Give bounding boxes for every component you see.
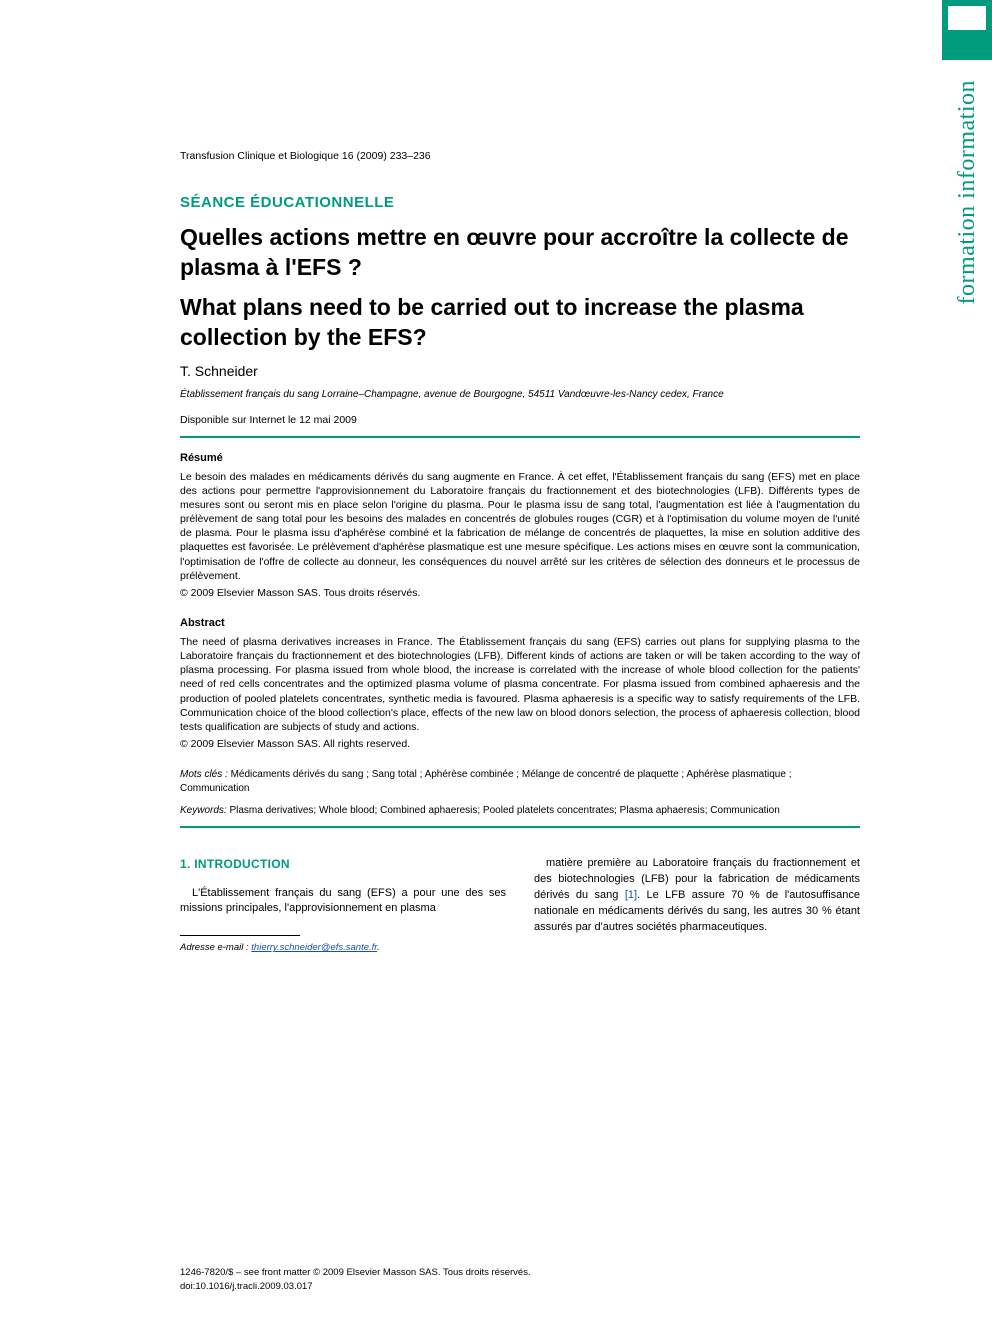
keywords-line: Keywords: Plasma derivatives; Whole bloo… <box>180 804 860 818</box>
article-content: Transfusion Clinique et Biologique 16 (2… <box>180 150 860 955</box>
footnote-rule <box>180 935 300 936</box>
mots-cles-line: Mots clés : Médicaments dérivés du sang … <box>180 768 860 796</box>
journal-reference: Transfusion Clinique et Biologique 16 (2… <box>180 150 860 162</box>
resume-heading: Résumé <box>180 452 860 464</box>
intro-paragraph-left: L'Établissement français du sang (EFS) a… <box>180 886 506 918</box>
body-columns: 1. INTRODUCTION L'Établissement français… <box>180 856 860 955</box>
keywords-text: Plasma derivatives; Whole blood; Combine… <box>229 805 779 816</box>
side-tab-ornament <box>942 0 992 60</box>
footer-copyright: 1246-7820/$ – see front matter © 2009 El… <box>180 1266 860 1279</box>
title-french: Quelles actions mettre en œuvre pour acc… <box>180 223 860 283</box>
mots-cles-text: Médicaments dérivés du sang ; Sang total… <box>180 769 792 794</box>
abstract-body: The need of plasma derivatives increases… <box>180 635 860 734</box>
resume-copyright: © 2009 Elsevier Masson SAS. Tous droits … <box>180 587 860 599</box>
divider-bottom <box>180 826 860 828</box>
author-name: T. Schneider <box>180 363 860 379</box>
footer-doi: doi:10.1016/j.tracli.2009.03.017 <box>180 1280 860 1293</box>
keywords-label: Keywords: <box>180 805 227 816</box>
email-line: Adresse e-mail : thierry.schneider@efs.s… <box>180 941 506 955</box>
abstract-copyright: © 2009 Elsevier Masson SAS. All rights r… <box>180 738 860 750</box>
divider-top <box>180 436 860 438</box>
section-label: SÉANCE ÉDUCATIONNELLE <box>180 194 860 211</box>
page-footer: 1246-7820/$ – see front matter © 2009 El… <box>180 1266 860 1293</box>
citation-ref-1[interactable]: [1] <box>625 889 637 901</box>
column-left: 1. INTRODUCTION L'Établissement français… <box>180 856 506 955</box>
mots-cles-label: Mots clés : <box>180 769 228 780</box>
side-tab: formation information <box>942 0 992 440</box>
abstract-heading: Abstract <box>180 617 860 629</box>
online-date: Disponible sur Internet le 12 mai 2009 <box>180 414 860 426</box>
title-english: What plans need to be carried out to inc… <box>180 293 860 353</box>
resume-body: Le besoin des malades en médicaments dér… <box>180 470 860 583</box>
email-label: Adresse e-mail : <box>180 942 249 953</box>
email-link[interactable]: thierry.schneider@efs.sante.fr <box>251 942 377 953</box>
affiliation: Établissement français du sang Lorraine–… <box>180 389 860 400</box>
side-tab-label: formation information <box>954 80 981 304</box>
introduction-heading: 1. INTRODUCTION <box>180 856 506 873</box>
column-right: matière première au Laboratoire français… <box>534 856 860 955</box>
intro-paragraph-right: matière première au Laboratoire français… <box>534 856 860 936</box>
